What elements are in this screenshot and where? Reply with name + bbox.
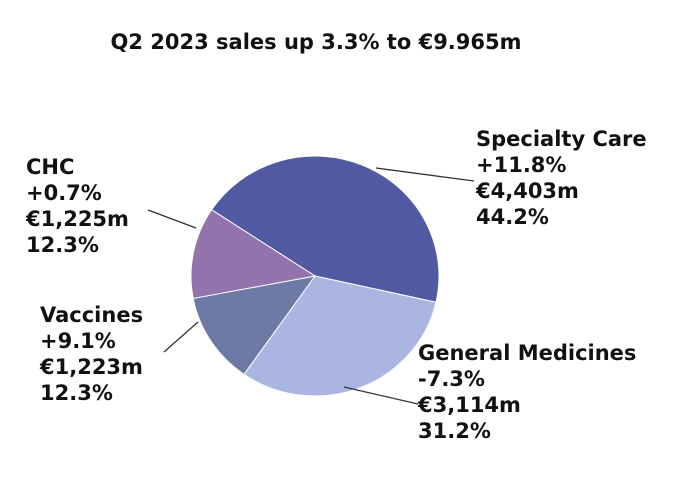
slice-sales-vaccines: €1,223m: [40, 355, 143, 379]
slice-share-specialty-care: 44.2%: [476, 205, 549, 229]
slice-sales-general-medicines: €3,114m: [418, 393, 521, 417]
pie-slice-general-medicines: [243, 275, 437, 397]
leader-line-specialty-care: [375, 167, 475, 182]
slice-name-vaccines: Vaccines: [40, 303, 144, 327]
slice-name-specialty-care: Specialty Care: [476, 127, 647, 151]
slice-change-general-medicines: -7.3%: [418, 367, 485, 391]
slice-share-vaccines: 12.3%: [40, 381, 113, 405]
slice-name-chc: CHC: [26, 155, 75, 179]
leader-line-vaccines: [163, 321, 199, 353]
slice-change-chc: +0.7%: [26, 181, 102, 205]
slice-sales-chc: €1,225m: [26, 207, 129, 231]
slice-share-chc: 12.3%: [26, 233, 99, 257]
leader-line-chc: [147, 209, 197, 229]
pie-slice-chc: [190, 209, 317, 300]
label-vaccines: Vaccines +9.1% €1,223m 12.3%: [40, 302, 143, 406]
pie-slice-vaccines: [192, 275, 317, 376]
slice-sales-specialty-care: €4,403m: [476, 179, 579, 203]
chart-title: Q2 2023 sales up 3.3% to €9.965m: [110, 30, 522, 54]
slice-name-general-medicines: General Medicines: [418, 341, 637, 365]
pie-slice-specialty-care: [210, 155, 440, 303]
slice-share-general-medicines: 31.2%: [418, 419, 491, 443]
slice-change-specialty-care: +11.8%: [476, 153, 567, 177]
label-chc: CHC +0.7% €1,225m 12.3%: [26, 154, 129, 258]
label-specialty-care: Specialty Care +11.8% €4,403m 44.2%: [476, 126, 647, 230]
leader-line-general-medicines: [343, 386, 419, 405]
slice-change-vaccines: +9.1%: [40, 329, 116, 353]
label-general-medicines: General Medicines -7.3% €3,114m 31.2%: [418, 340, 636, 444]
